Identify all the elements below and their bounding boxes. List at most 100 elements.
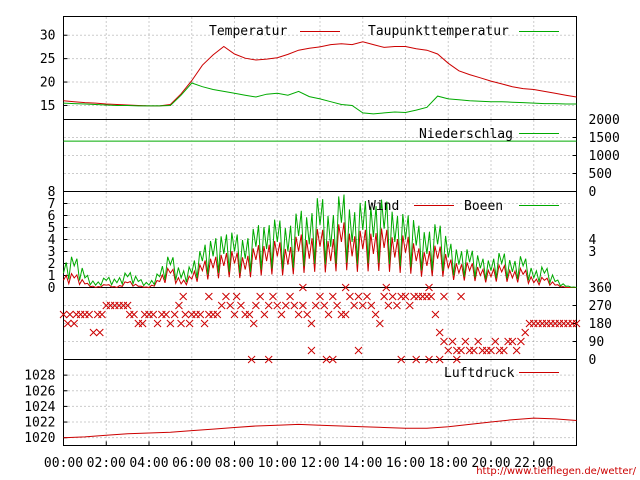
wind-direction-marker [328,355,337,364]
pressure-ytick-label: 1020 [24,431,55,446]
wind-direction-marker [269,292,277,301]
pressure-ytick-label: 1024 [24,400,55,415]
pressure-legend: Luftdruck [444,366,559,381]
temperature-ytick-label: 30 [40,29,56,44]
x-tick-label: 00:00 [44,456,83,471]
wind-direction-marker [273,301,282,310]
wind-direction-marker [222,292,230,301]
precipitation-ytick-label: 500 [589,167,612,182]
wind-direction-marker [181,310,190,319]
wind-direction-ytick-label: 0 [589,353,597,368]
wind-direction-marker [175,301,183,310]
x-tick-label: 04:00 [129,456,168,471]
precipitation-ytick-label: 1500 [589,131,620,146]
wind-direction-marker [401,292,410,301]
wind-direction-marker [375,319,384,328]
precipitation-ytick-label: 1000 [589,149,620,164]
wind-direction-marker [341,283,350,292]
wind-ytick-label: 8 [48,185,56,200]
x-tick-label: 08:00 [215,456,254,471]
wind-direction-marker [320,301,329,310]
wind-direction-marker [435,355,444,364]
axis-ticks: 1520253005001000150020000123456783409018… [24,29,620,471]
wind-direction-marker [354,346,363,355]
wind-direction-marker [440,292,448,301]
wind-direction-marker [470,346,478,355]
wind-ytick-label: 4 [48,233,56,248]
wind-direction-marker [499,346,508,355]
wind-direction-marker [200,319,209,328]
wind-direction-marker [95,328,104,337]
wind-ytick-label: 6 [48,209,56,224]
wind-direction-marker [177,319,185,328]
wind-direction-marker [260,310,269,319]
wind-direction-marker [405,301,414,310]
wind-direction-marker [487,346,495,355]
wind-direction-marker [307,319,316,328]
wind-direction-marker [382,283,391,292]
wind-direction-marker [371,310,380,319]
wind-direction-marker [512,346,521,355]
wind-direction-marker [341,310,350,319]
wind-direction-marker [281,301,290,310]
wind-direction-marker [286,292,294,301]
wind-ytick-label: 1 [48,269,56,284]
wind-direction-marker [388,292,397,301]
wind-direction-marker [435,328,444,337]
data-series [59,41,581,439]
precipitation-legend: Niederschlag [419,127,559,142]
wind-direction-marker [245,310,254,319]
wind-direction-marker [299,283,307,292]
wind-direction-marker [237,301,245,310]
x-tick-label: 18:00 [429,456,468,471]
wind-direction-marker [277,310,286,319]
wind-direction-ytick-label: 180 [589,317,612,332]
wind-direction-marker [230,310,239,319]
wind-direction-marker [264,301,273,310]
legend-temperatur-label: Temperatur [209,24,287,39]
wind-direction-marker [354,292,363,301]
x-tick-label: 02:00 [87,456,126,471]
x-tick-label: 14:00 [343,456,382,471]
x-tick-label: 22:00 [514,456,553,471]
wind-direction-marker [252,301,260,310]
wind-ytick-label: 3 [48,245,56,260]
temperature-ytick-label: 15 [40,99,56,114]
wind-direction-marker [294,310,303,319]
wind-direction-marker [204,292,213,301]
wind-direction-marker [59,310,68,319]
wind-direction-marker [153,319,162,328]
wind-direction-marker [70,319,79,328]
wind-direction-marker [521,328,530,337]
wind-direction-marker [149,310,158,319]
wind-direction-marker [572,319,581,328]
wind-direction-marker [384,301,393,310]
wind-direction-marker [196,310,205,319]
wind-direction-marker [452,355,461,364]
wind-direction-marker [322,355,331,364]
wind-direction-marker [440,337,448,346]
wind-direction-marker [431,310,440,319]
wind-ytick-label: 0 [48,281,56,296]
wind-direction-marker [89,328,98,337]
wind-direction-marker [350,301,359,310]
wind-direction-marker [457,292,465,301]
wind-direction-marker [217,301,226,310]
temperature-ytick-label: 25 [40,52,56,67]
wind-direction-marker [213,310,222,319]
temperature-legend: Temperatur Taupunkttemperatur [209,24,559,39]
wind-direction-marker [247,355,256,364]
wind-direction-marker [425,283,433,292]
wind-direction-marker [307,346,316,355]
wind-direction-marker [393,301,401,310]
wind-direction-marker [316,292,324,301]
wind-direction-ytick-label: 90 [589,335,605,350]
wind-direction-marker [491,337,500,346]
x-tick-label: 20:00 [471,456,510,471]
wind-direction-marker [457,346,465,355]
pressure-ytick-label: 1026 [24,384,55,399]
footer-url[interactable]: http://www.tiefflegen.de/wetter/ [476,466,636,477]
temperature-ytick-label: 20 [40,76,56,91]
wind-direction-marker [98,310,106,319]
wind-direction-marker [123,301,132,310]
